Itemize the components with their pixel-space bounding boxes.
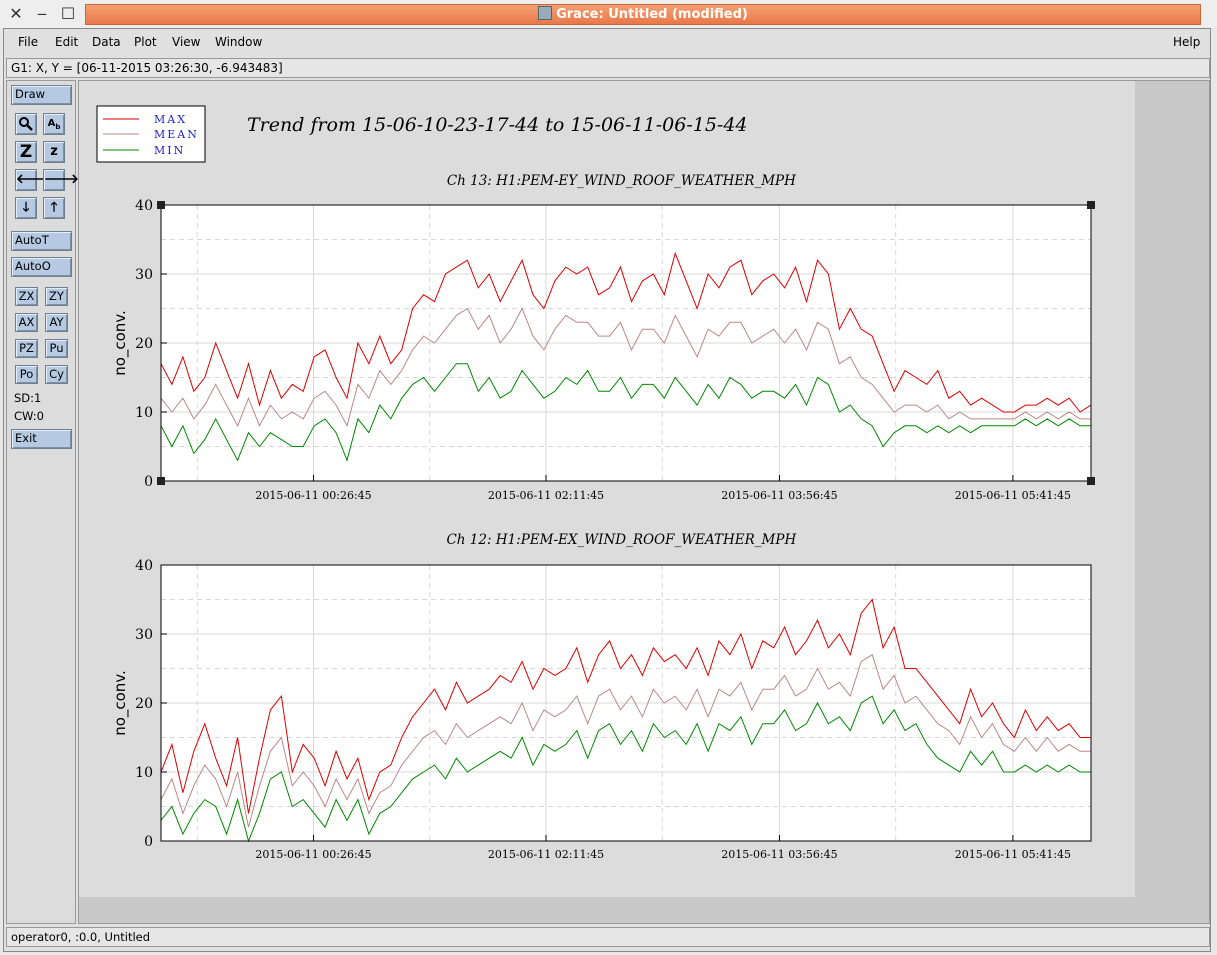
legend-entry-max: MAX (103, 113, 187, 126)
graph-1-series-min (160, 695, 1091, 843)
ay-button[interactable]: AY (45, 313, 68, 332)
cw-label: CW:0 (14, 409, 44, 423)
graph-1-xtick-label: 2015-06-11 02:11:45 (488, 848, 604, 861)
scroll-down-button[interactable]: 🡓 (15, 197, 37, 219)
graph-1-ytick-label: 10 (135, 765, 153, 781)
legend-label-mean: MEAN (154, 128, 199, 141)
zoom-magnifier-button[interactable] (15, 113, 37, 135)
toolbox-panel: Draw Ab Z z 🡐 🡒 🡓 🡑 AutoT AutoO ZX ZY AX… (6, 80, 79, 924)
arrow-right-icon: 🡒 (44, 172, 79, 187)
sd-label: SD:1 (14, 391, 42, 405)
locator-bar: G1: X, Y = [06-11-2015 03:26:30, -6.9434… (6, 58, 1210, 78)
graph-1-ylabel: no_conv. (111, 670, 130, 736)
graph-0-ytick-label: 20 (135, 336, 153, 352)
zoom-in-icon: Z (19, 142, 33, 162)
legend-entry-min: MIN (103, 144, 185, 157)
menu-bar: File Edit Data Plot View Window Help (6, 30, 1210, 56)
plot-svg: MAX MEAN MIN Trend from 15-06-10-23-17-4… (96, 105, 1095, 861)
autot-button[interactable]: AutoT (11, 231, 72, 251)
canvas-area[interactable]: MAX MEAN MIN Trend from 15-06-10-23-17-4… (78, 80, 1210, 924)
zoom-out-icon: z (50, 144, 58, 159)
pu-button[interactable]: Pu (45, 339, 68, 358)
graph-1-series-max (160, 598, 1091, 814)
graph-0-title: Ch 13: H1:PEM-EY_WIND_ROOF_WEATHER_MPH (447, 173, 796, 189)
menu-help[interactable]: Help (1173, 35, 1201, 49)
magnifier-icon (19, 117, 33, 131)
pz-button[interactable]: PZ (15, 339, 38, 358)
graph-0-series-mean (160, 307, 1091, 428)
plot-canvas[interactable]: MAX MEAN MIN Trend from 15-06-10-23-17-4… (79, 81, 1135, 897)
arrow-left-icon: 🡐 (16, 172, 51, 187)
graph-1-ytick-label: 40 (135, 558, 153, 574)
draw-button[interactable]: Draw (11, 85, 72, 105)
graph-0-ylabel: no_conv. (111, 310, 130, 376)
graph-0-ytick-label: 0 (144, 474, 153, 490)
menu-data[interactable]: Data (92, 35, 121, 49)
text-a-icon: Ab (47, 118, 61, 131)
graph-1-ytick-label: 20 (135, 696, 153, 712)
menu-file[interactable]: File (18, 35, 39, 49)
menu-window[interactable]: Window (215, 35, 263, 49)
graph-1-xtick-label: 2015-06-11 00:26:45 (255, 848, 371, 861)
menu-plot[interactable]: Plot (134, 35, 157, 49)
status-bar: operator0, :0.0, Untitled (6, 927, 1210, 947)
scroll-left-button[interactable]: 🡐 (15, 169, 51, 191)
graph-0-xtick-label: 2015-06-11 05:41:45 (955, 489, 1071, 502)
graph-0-series-max (160, 251, 1092, 413)
title-bar: ✕ ‒ ☐ Grace: Untitled (modified) (0, 0, 1217, 28)
graph-1-title: Ch 12: H1:PEM-EX_WIND_ROOF_WEATHER_MPH (446, 532, 796, 548)
legend-label-max: MAX (154, 113, 187, 126)
menu-view[interactable]: View (172, 35, 201, 49)
arrow-down-icon: 🡓 (22, 200, 30, 215)
graph-0-xtick-label: 2015-06-11 02:11:45 (488, 489, 604, 502)
cy-button[interactable]: Cy (45, 365, 68, 384)
graph-0-ytick-label: 30 (135, 267, 153, 283)
window-title: Grace: Untitled (modified) (556, 7, 748, 22)
ax-button[interactable]: AX (15, 313, 38, 332)
zy-button[interactable]: ZY (45, 287, 68, 306)
graph-1-xtick-label: 2015-06-11 03:56:45 (721, 848, 837, 861)
graph-1-ytick-label: 30 (135, 627, 153, 643)
graph-0-ytick-label: 40 (135, 198, 153, 214)
autoo-button[interactable]: AutoO (11, 257, 72, 277)
scroll-right-button[interactable]: 🡒 (43, 169, 79, 191)
graph-0-xtick-label: 2015-06-11 03:56:45 (721, 489, 837, 502)
text-tool-button[interactable]: Ab (43, 113, 65, 135)
zoom-out-button[interactable]: z (43, 141, 65, 163)
legend-entry-mean: MEAN (103, 128, 199, 141)
arrow-up-icon: 🡑 (50, 200, 58, 215)
graph-0-xtick-label: 2015-06-11 00:26:45 (255, 489, 371, 502)
zx-button[interactable]: ZX (15, 287, 38, 306)
scroll-up-button[interactable]: 🡑 (43, 197, 65, 219)
graph-0-selection-handle (1087, 201, 1095, 209)
minimize-icon[interactable]: ‒ (36, 4, 48, 23)
graph-0-selection-handle (1087, 477, 1095, 485)
close-icon[interactable]: ✕ (9, 4, 23, 23)
graph-0-selection-handle (157, 477, 165, 485)
exit-button[interactable]: Exit (11, 429, 72, 449)
maximize-icon[interactable]: ☐ (60, 4, 76, 23)
graph-0-ytick-label: 10 (135, 405, 153, 421)
graph-1-series-mean (160, 653, 1091, 828)
menu-edit[interactable]: Edit (55, 35, 79, 49)
legend-label-min: MIN (154, 144, 185, 157)
graph-1-xtick-label: 2015-06-11 05:41:45 (955, 848, 1071, 861)
zoom-in-button[interactable]: Z (15, 141, 37, 163)
main-title: Trend from 15-06-10-23-17-44 to 15-06-11… (247, 114, 748, 136)
app-icon (538, 6, 553, 20)
graph-1-ytick-label: 0 (144, 834, 153, 850)
graph-0-selection-handle (157, 201, 165, 209)
title-bar-active[interactable]: Grace: Untitled (modified) (85, 4, 1201, 25)
graph-0-series-min (160, 363, 1091, 462)
po-button[interactable]: Po (15, 365, 38, 384)
